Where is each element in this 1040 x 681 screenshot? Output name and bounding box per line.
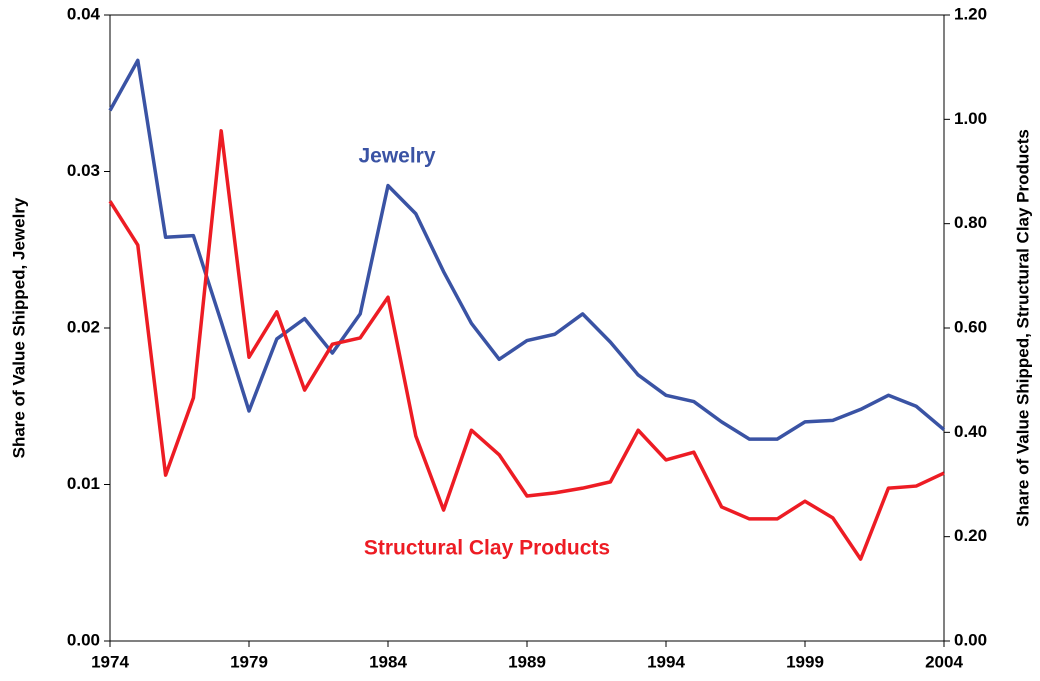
x-tick-label: 1989 <box>508 652 546 671</box>
x-tick-label: 1979 <box>230 652 268 671</box>
y-tick-label: 0.04 <box>67 4 101 23</box>
series-label: Structural Clay Products <box>364 537 610 560</box>
y2-tick-label: 1.00 <box>954 109 987 128</box>
y2-tick-label: 0.40 <box>954 422 987 441</box>
y-tick-label: 0.03 <box>67 161 100 180</box>
y2-tick-label: 0.20 <box>954 526 987 545</box>
y2-tick-label: 1.20 <box>954 4 987 23</box>
x-tick-label: 1999 <box>786 652 824 671</box>
series-label: Jewelry <box>358 145 435 168</box>
series-line <box>108 129 945 561</box>
x-tick-label: 1994 <box>647 652 685 671</box>
x-tick-label: 1984 <box>369 652 407 671</box>
series-line <box>108 58 946 441</box>
y-tick-label: 0.01 <box>67 474 100 493</box>
x-tick-label: 2004 <box>925 652 963 671</box>
y-tick-label: 0.02 <box>67 317 100 336</box>
y2-tick-label: 0.00 <box>954 630 987 649</box>
y-axis-label: Share of Value Shipped, Jewelry <box>9 197 28 458</box>
y2-tick-label: 0.60 <box>954 317 987 336</box>
y-tick-label: 0.00 <box>67 630 100 649</box>
y2-axis-label: Share of Value Shipped, Structural Clay … <box>1013 129 1032 527</box>
x-tick-label: 1974 <box>91 652 129 671</box>
y2-tick-label: 0.80 <box>954 213 987 232</box>
